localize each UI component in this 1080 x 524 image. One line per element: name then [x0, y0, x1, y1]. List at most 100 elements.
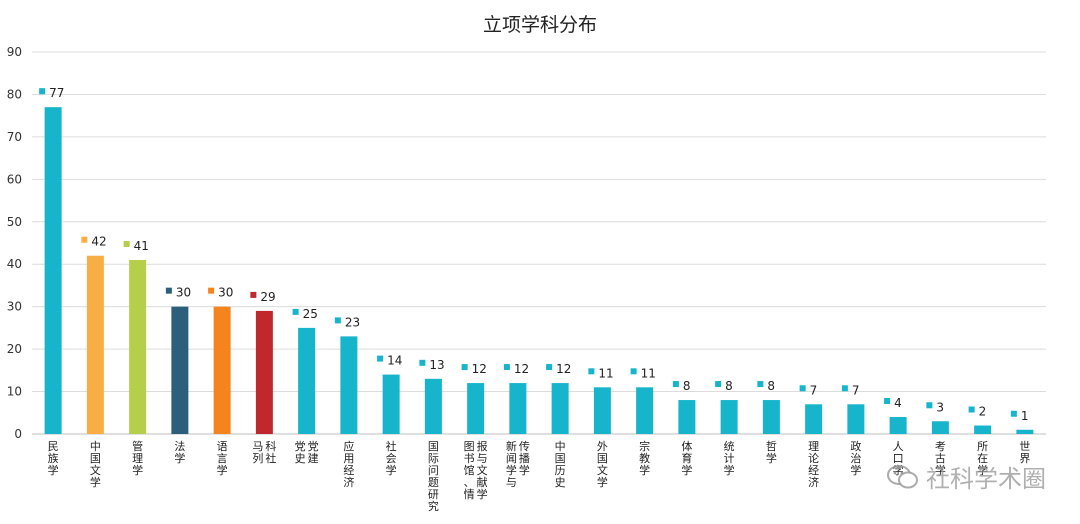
- data-label: 11: [598, 366, 613, 380]
- data-label: 42: [91, 235, 106, 249]
- y-tick-label: 90: [7, 45, 22, 59]
- data-label-marker: [841, 385, 848, 392]
- data-label-marker: [588, 368, 595, 375]
- data-label: 12: [472, 362, 487, 376]
- x-tick-label: 所在学: [977, 440, 988, 477]
- data-label-marker: [757, 381, 764, 388]
- data-label: 13: [429, 358, 444, 372]
- data-label: 30: [218, 286, 233, 300]
- x-tick-label: 社会学: [386, 439, 397, 477]
- watermark: 社科学术圈: [886, 459, 1046, 494]
- bar: [847, 404, 865, 434]
- data-label: 14: [387, 354, 402, 368]
- x-tick-label: 党史党建: [295, 440, 319, 465]
- data-label: 77: [49, 86, 64, 100]
- x-tick-label: 民族学: [48, 440, 59, 477]
- x-tick-label: 中国文学: [90, 440, 101, 489]
- x-tick-label: 语言学: [217, 440, 228, 477]
- x-tick-label: 新闻学与传播学: [506, 439, 530, 489]
- bar: [805, 404, 823, 434]
- y-tick-label: 80: [7, 87, 22, 101]
- data-label-marker: [377, 355, 384, 362]
- x-tick-label: 理论经济: [808, 440, 819, 489]
- data-label-marker: [461, 364, 468, 371]
- data-label: 12: [556, 362, 571, 376]
- bar: [255, 310, 273, 434]
- bar: [931, 421, 949, 434]
- x-tick-label: 应用经济: [343, 439, 354, 489]
- bar: [720, 400, 738, 434]
- data-label-marker: [39, 88, 46, 95]
- data-label-marker: [926, 402, 933, 409]
- bar: [86, 255, 104, 434]
- data-label-marker: [81, 236, 88, 243]
- x-tick-label: 管理学: [132, 439, 143, 477]
- chart-title: 立项学科分布: [482, 14, 597, 36]
- y-tick-label: 10: [7, 385, 22, 399]
- data-label-marker: [630, 368, 637, 375]
- data-label: 7: [852, 383, 860, 397]
- data-label: 7: [810, 383, 818, 397]
- y-tick-label: 0: [14, 427, 22, 441]
- y-tick-label: 60: [7, 172, 22, 186]
- bar: [762, 400, 780, 434]
- x-tick-label: 中国历史: [555, 440, 566, 489]
- bar: [44, 107, 62, 434]
- data-label-marker: [546, 364, 553, 371]
- x-tick-label: 哲学: [766, 440, 777, 465]
- data-label: 4: [894, 396, 902, 410]
- data-label: 30: [176, 286, 191, 300]
- y-tick-label: 30: [7, 300, 22, 314]
- y-tick-label: 40: [7, 257, 22, 271]
- watermark-text: 社科学术圈: [926, 465, 1046, 493]
- x-tick-label: 图书馆、情报与文献学: [464, 439, 488, 501]
- bar: [889, 417, 907, 434]
- bar: [171, 306, 189, 434]
- x-tick-label: 宗教学: [639, 439, 650, 477]
- data-label: 23: [345, 315, 360, 329]
- bar: [340, 336, 358, 434]
- x-tick-label: 体育学: [681, 439, 692, 477]
- data-label-marker: [672, 381, 679, 388]
- bar: [467, 383, 485, 434]
- bar: [974, 425, 992, 434]
- bar: [509, 383, 527, 434]
- data-label: 41: [134, 239, 149, 253]
- x-tick-label: 考古学: [935, 440, 946, 477]
- bar: [678, 400, 696, 434]
- y-tick-label: 50: [7, 215, 22, 229]
- bar: [298, 327, 316, 434]
- data-label-marker: [123, 240, 130, 247]
- x-tick-label: 法学: [174, 439, 185, 465]
- data-label-marker: [250, 291, 257, 298]
- bar: [129, 259, 147, 434]
- bar: [382, 374, 400, 434]
- data-label-marker: [419, 359, 426, 366]
- data-label: 3: [936, 400, 944, 414]
- bar: [1016, 429, 1034, 434]
- data-label-marker: [968, 406, 975, 413]
- data-label-marker: [884, 398, 891, 405]
- data-label-marker: [292, 308, 299, 315]
- bar: [636, 387, 654, 434]
- bar: [551, 383, 569, 434]
- y-tick-label: 70: [7, 130, 22, 144]
- data-label: 2: [979, 405, 987, 419]
- data-label: 8: [725, 379, 733, 393]
- data-label: 29: [260, 290, 275, 304]
- data-label-marker: [165, 287, 172, 294]
- x-tick-label: 世界: [1019, 440, 1030, 465]
- data-label: 8: [683, 379, 691, 393]
- x-tick-label: 政治学: [850, 439, 861, 477]
- data-label-marker: [334, 317, 341, 324]
- y-tick-label: 20: [7, 342, 22, 356]
- x-tick-label: 马列科社: [252, 439, 276, 465]
- data-label-marker: [1010, 410, 1017, 417]
- data-label: 11: [641, 366, 656, 380]
- data-label: 12: [514, 362, 529, 376]
- data-label-marker: [208, 287, 215, 294]
- x-tick-label: 国际问题研究: [428, 440, 439, 513]
- data-label-marker: [799, 385, 806, 392]
